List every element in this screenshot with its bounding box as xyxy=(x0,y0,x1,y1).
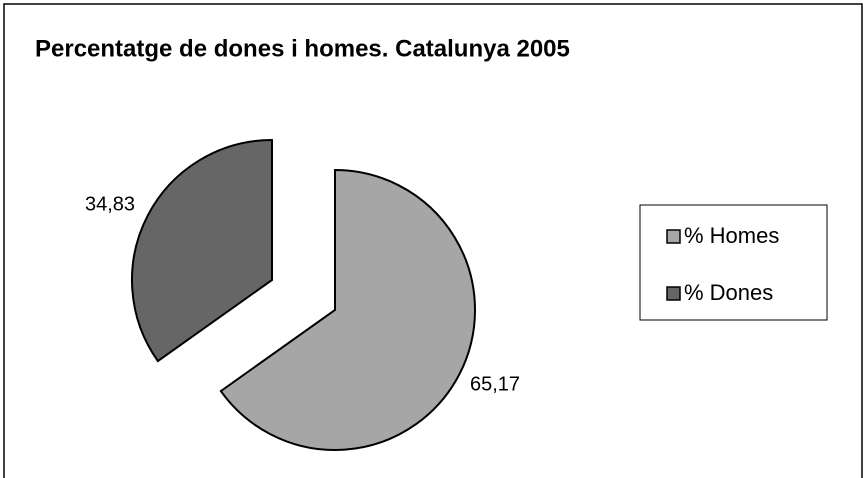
pie-slice xyxy=(131,138,273,363)
chart-title: Percentatge de dones i homes. Catalunya … xyxy=(35,35,570,62)
legend-label: % Homes xyxy=(684,223,779,248)
legend-box xyxy=(639,204,828,321)
data-label: 34,83 xyxy=(85,193,135,215)
legend-swatch xyxy=(666,286,681,301)
data-label: 65,17 xyxy=(470,373,520,395)
pie-slice xyxy=(219,168,476,451)
legend-label: % Dones xyxy=(684,280,773,305)
legend-swatch xyxy=(666,229,681,244)
